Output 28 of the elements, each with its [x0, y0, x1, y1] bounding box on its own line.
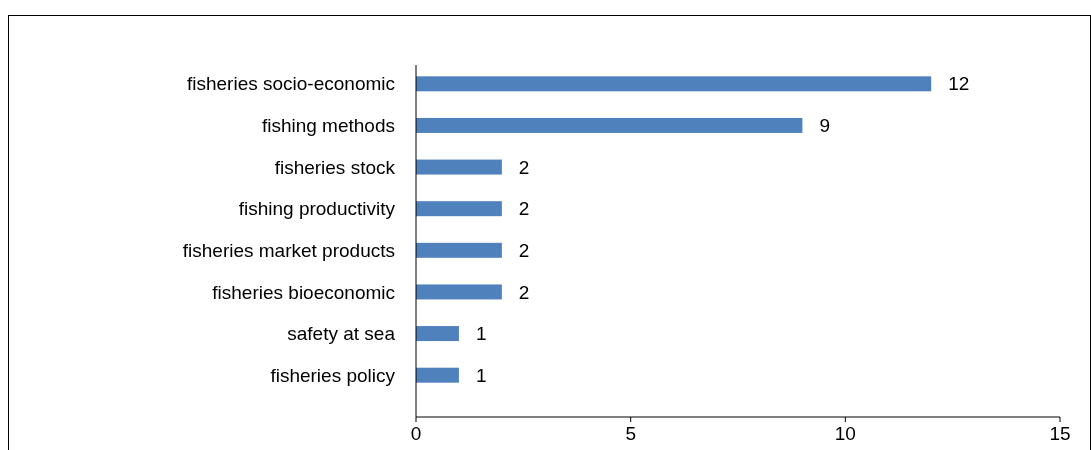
y-tick-label: fisheries bioeconomic — [212, 281, 395, 303]
y-tick-label: fishing productivity — [238, 198, 396, 220]
data-label: 1 — [475, 323, 487, 345]
y-tick-label: fisheries policy — [270, 364, 396, 386]
bar — [416, 201, 502, 217]
bar — [416, 117, 803, 133]
bar — [416, 76, 932, 92]
bar — [416, 326, 459, 342]
y-tick-label: safety at sea — [287, 323, 396, 345]
bar — [416, 242, 502, 258]
bar — [416, 284, 502, 300]
x-tick-label: 15 — [1049, 423, 1071, 444]
x-tick-label: 10 — [834, 423, 856, 444]
data-label: 1 — [475, 364, 487, 386]
data-label: 2 — [518, 198, 530, 220]
data-label: 9 — [819, 115, 830, 137]
bar — [416, 367, 459, 383]
data-label: 12 — [948, 73, 970, 95]
y-tick-label: fishing methods — [261, 115, 395, 137]
data-label: 2 — [518, 281, 530, 303]
y-tick-label: fisheries market products — [182, 239, 395, 261]
bar — [416, 159, 502, 175]
x-tick-label: 5 — [625, 423, 636, 444]
data-label: 2 — [518, 239, 530, 261]
x-tick-label: 0 — [410, 423, 422, 444]
data-label: 2 — [518, 156, 530, 178]
y-tick-label: fisheries stock — [274, 156, 396, 178]
y-tick-label: fisheries socio-economic — [186, 73, 395, 95]
